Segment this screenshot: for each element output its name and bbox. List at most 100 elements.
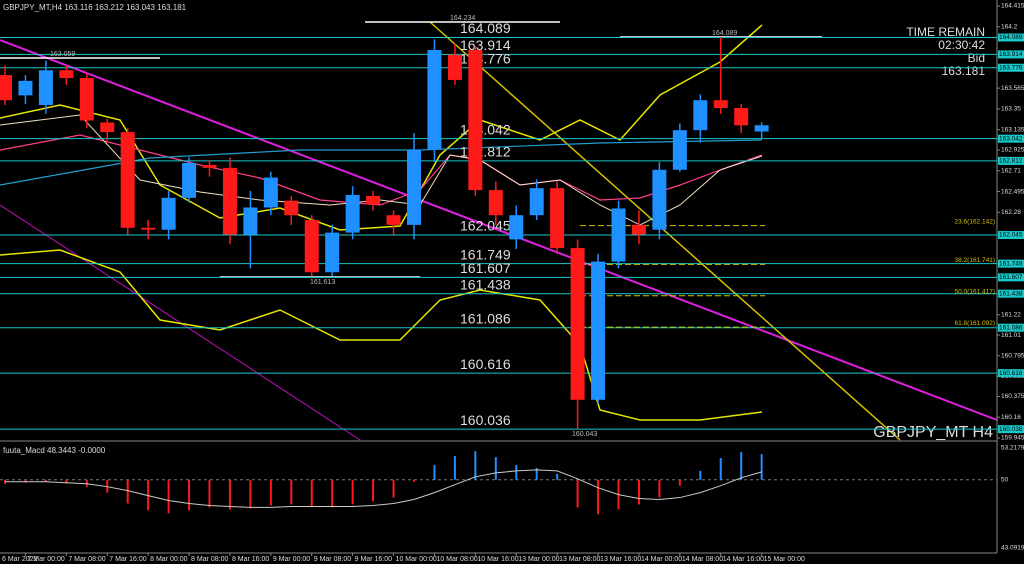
y-tick-label: 162.28	[1001, 209, 1021, 216]
candle-body	[18, 80, 33, 96]
macd-bar	[413, 479, 415, 482]
annotation: 163.059	[50, 51, 75, 58]
macd-bar	[576, 479, 579, 508]
x-tick-label: 13 Mar 00:00	[518, 556, 559, 563]
candle-body	[754, 125, 769, 132]
candle-body	[182, 163, 197, 198]
candle-body	[222, 167, 237, 235]
fib-label: 50.0(161.417)	[955, 288, 995, 295]
macd-bar	[310, 479, 313, 507]
x-tick-label: 10 Mar 16:00	[477, 556, 518, 563]
macd-bar	[167, 479, 170, 514]
level-label: 161.607	[460, 260, 511, 276]
macd-bar	[556, 473, 559, 480]
time-remain: 02:30:42	[938, 38, 985, 52]
candle-body	[529, 188, 544, 216]
level-box-label: 162.045	[999, 232, 1023, 239]
x-tick-label: 9 Mar 00:00	[273, 556, 310, 563]
y-tick-label: 161.01	[1001, 332, 1021, 339]
level-box-label: 163.776	[999, 64, 1023, 71]
candle-body	[202, 164, 217, 168]
level-box-label: 160.616	[999, 370, 1023, 377]
level-box	[998, 33, 1024, 42]
x-tick-label: 14 Mar 08:00	[682, 556, 723, 563]
candle-body	[427, 49, 442, 150]
level-label: 161.749	[460, 246, 511, 262]
time-remain-label: TIME REMAIN	[906, 25, 985, 39]
y-tick-label: 162.71	[1001, 167, 1021, 174]
x-tick-label: 8 Mar 00:00	[150, 556, 187, 563]
level-box-label: 162.812	[999, 158, 1023, 165]
macd-bar	[65, 479, 68, 484]
candle-body	[325, 232, 340, 273]
x-tick-label: 7 Mar 00:00	[27, 556, 64, 563]
candle-body	[734, 107, 749, 126]
level-box	[998, 63, 1024, 72]
macd-bar	[453, 456, 456, 480]
bid: 163.181	[942, 64, 986, 78]
candle-body	[38, 70, 53, 106]
macd-bar	[351, 479, 354, 505]
macd-bar	[658, 479, 661, 498]
candle-body	[59, 70, 74, 78]
x-tick-label: 14 Mar 00:00	[641, 556, 682, 563]
macd-bar	[126, 479, 129, 504]
level-box	[998, 259, 1024, 268]
x-start-label: 6 Mar 2023	[2, 556, 38, 563]
indicator-title: fuuta_Macd 48.3443 -0.0000	[3, 446, 106, 455]
x-tick-label: 9 Mar 08:00	[314, 556, 351, 563]
y-tick-label: 53.2179	[1001, 445, 1024, 452]
y-tick-label: 163.565	[1001, 85, 1024, 92]
candle-body	[693, 100, 708, 131]
level-box-label: 164.089	[999, 34, 1023, 41]
level-box	[998, 369, 1024, 378]
macd-bar	[535, 467, 538, 480]
macd-bar	[515, 464, 518, 480]
annotation: 164.089	[712, 30, 737, 37]
x-tick-label: 13 Mar 16:00	[600, 556, 641, 563]
candle-body	[100, 122, 115, 133]
macd-bar	[331, 479, 334, 508]
level-box	[998, 273, 1024, 282]
macd-bar	[249, 479, 252, 509]
level-box	[998, 50, 1024, 59]
candle-body	[672, 130, 687, 170]
macd-bar	[494, 457, 497, 480]
y-tick-label: 160.375	[1001, 393, 1024, 400]
level-label: 163.914	[460, 37, 511, 53]
candle-body	[631, 224, 646, 235]
level-box-label: 161.086	[999, 324, 1023, 331]
y-tick-label: 160.795	[1001, 353, 1024, 360]
x-tick-label: 8 Mar 08:00	[191, 556, 228, 563]
x-tick-label: 13 Mar 08:00	[559, 556, 600, 563]
level-label: 160.036	[460, 412, 511, 428]
macd-bar	[372, 479, 375, 502]
macd-bar	[392, 479, 395, 498]
y-tick-label: 161.22	[1001, 311, 1021, 318]
y-tick-label: 164.2	[1001, 23, 1018, 30]
level-label: 161.086	[460, 310, 511, 326]
candle-body	[366, 195, 381, 205]
x-tick-label: 7 Mar 16:00	[109, 556, 146, 563]
macd-bar	[699, 470, 702, 480]
x-tick-label: 9 Mar 16:00	[355, 556, 392, 563]
annotation: 161.613	[310, 279, 335, 286]
level-label: 163.776	[460, 50, 511, 66]
chart-title: GBPJPY_MT,H4 163.116 163.212 163.043 163…	[3, 3, 187, 12]
y-tick-label: 43.0919	[1001, 545, 1024, 552]
level-box-label: 163.042	[999, 135, 1023, 142]
candle-body	[713, 100, 728, 108]
macd-bar	[678, 479, 681, 486]
level-box-label: 161.438	[999, 290, 1023, 297]
level-label: 162.812	[460, 144, 511, 160]
x-tick-label: 8 Mar 16:00	[232, 556, 269, 563]
candle-body	[284, 200, 299, 216]
macd-bar	[433, 464, 436, 480]
candle-body	[652, 169, 667, 230]
candle-body	[386, 215, 401, 225]
candle-body	[447, 54, 462, 80]
fib-label: 38.2(161.741)	[955, 257, 995, 264]
x-tick-label: 7 Mar 08:00	[68, 556, 105, 563]
